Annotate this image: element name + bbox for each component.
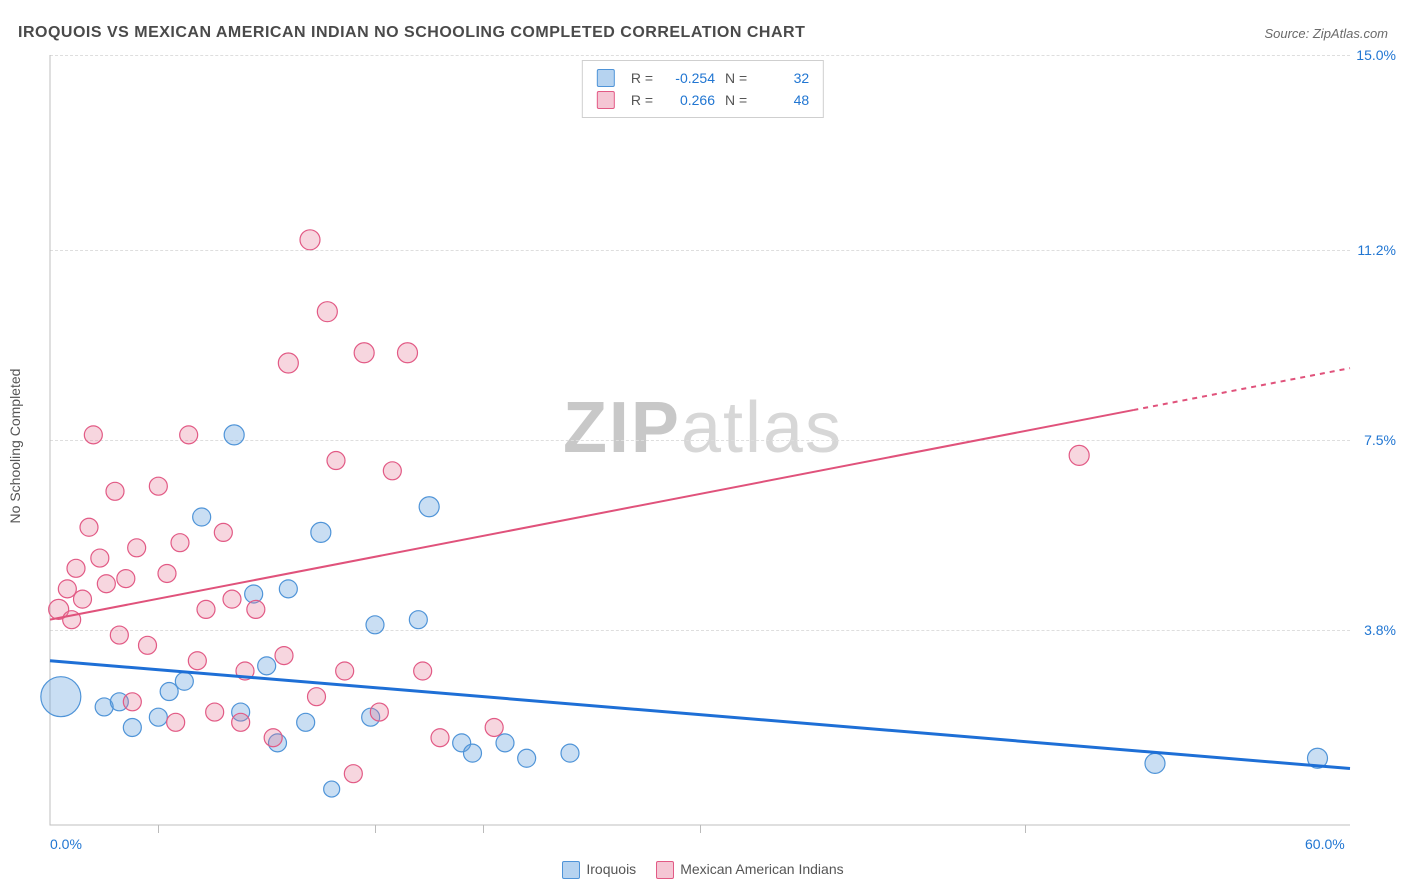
- data-point: [317, 302, 337, 322]
- data-point: [206, 703, 224, 721]
- data-point: [80, 518, 98, 536]
- data-point: [344, 765, 362, 783]
- data-point: [167, 713, 185, 731]
- n-value: 32: [757, 70, 809, 86]
- legend-swatch: [562, 861, 580, 879]
- stats-legend: R = -0.254 N = 32 R = 0.266 N = 48: [582, 60, 824, 118]
- data-point: [91, 549, 109, 567]
- data-point: [84, 426, 102, 444]
- data-point: [297, 713, 315, 731]
- data-point: [354, 343, 374, 363]
- legend-swatch: [656, 861, 674, 879]
- data-point: [232, 713, 250, 731]
- data-point: [409, 611, 427, 629]
- data-point: [300, 230, 320, 250]
- legend-swatch: [597, 69, 615, 87]
- stats-legend-row: R = 0.266 N = 48: [597, 89, 809, 111]
- data-point: [324, 781, 340, 797]
- data-point: [279, 580, 297, 598]
- x-tick: [700, 825, 701, 833]
- r-value: -0.254: [663, 70, 715, 86]
- data-point: [370, 703, 388, 721]
- data-point: [171, 534, 189, 552]
- r-value: 0.266: [663, 92, 715, 108]
- r-label: R =: [631, 70, 653, 86]
- legend-swatch: [597, 91, 615, 109]
- data-point: [67, 559, 85, 577]
- data-point: [139, 636, 157, 654]
- data-point: [149, 477, 167, 495]
- data-point: [128, 539, 146, 557]
- data-point: [193, 508, 211, 526]
- n-label: N =: [725, 70, 747, 86]
- data-point: [308, 688, 326, 706]
- data-point: [561, 744, 579, 762]
- data-point: [123, 718, 141, 736]
- x-tick: [375, 825, 376, 833]
- data-point: [106, 482, 124, 500]
- series-legend-item: Mexican American Indians: [656, 861, 843, 879]
- scatter-chart: [0, 0, 1406, 892]
- data-point: [419, 497, 439, 517]
- series-label: Iroquois: [586, 861, 636, 877]
- data-point: [214, 523, 232, 541]
- data-point: [336, 662, 354, 680]
- data-point: [311, 522, 331, 542]
- x-axis-label: 60.0%: [1305, 836, 1345, 852]
- data-point: [224, 425, 244, 445]
- series-legend: Iroquois Mexican American Indians: [0, 858, 1406, 882]
- data-point: [258, 657, 276, 675]
- data-point: [180, 426, 198, 444]
- r-label: R =: [631, 92, 653, 108]
- data-point: [275, 647, 293, 665]
- n-value: 48: [757, 92, 809, 108]
- series-label: Mexican American Indians: [680, 861, 843, 877]
- data-point: [110, 626, 128, 644]
- trend-line: [50, 410, 1133, 620]
- data-point: [158, 564, 176, 582]
- stats-legend-row: R = -0.254 N = 32: [597, 67, 809, 89]
- data-point: [97, 575, 115, 593]
- data-point: [264, 729, 282, 747]
- data-point: [278, 353, 298, 373]
- data-point: [160, 683, 178, 701]
- data-point: [431, 729, 449, 747]
- data-point: [485, 718, 503, 736]
- data-point: [327, 452, 345, 470]
- series-legend-item: Iroquois: [562, 861, 636, 879]
- x-tick: [1025, 825, 1026, 833]
- x-tick: [483, 825, 484, 833]
- data-point: [414, 662, 432, 680]
- data-point: [197, 600, 215, 618]
- data-point: [247, 600, 265, 618]
- data-point: [464, 744, 482, 762]
- data-point: [1069, 445, 1089, 465]
- x-tick: [158, 825, 159, 833]
- data-point: [175, 672, 193, 690]
- n-label: N =: [725, 92, 747, 108]
- data-point: [398, 343, 418, 363]
- data-point: [123, 693, 141, 711]
- data-point: [496, 734, 514, 752]
- data-point: [223, 590, 241, 608]
- data-point: [1145, 753, 1165, 773]
- data-point: [188, 652, 206, 670]
- data-point: [58, 580, 76, 598]
- trend-line-extrapolated: [1133, 368, 1350, 410]
- data-point: [518, 749, 536, 767]
- data-point: [74, 590, 92, 608]
- x-axis-label: 0.0%: [50, 836, 82, 852]
- data-point: [117, 570, 135, 588]
- data-point: [383, 462, 401, 480]
- data-point: [149, 708, 167, 726]
- data-point: [366, 616, 384, 634]
- data-point: [41, 677, 81, 717]
